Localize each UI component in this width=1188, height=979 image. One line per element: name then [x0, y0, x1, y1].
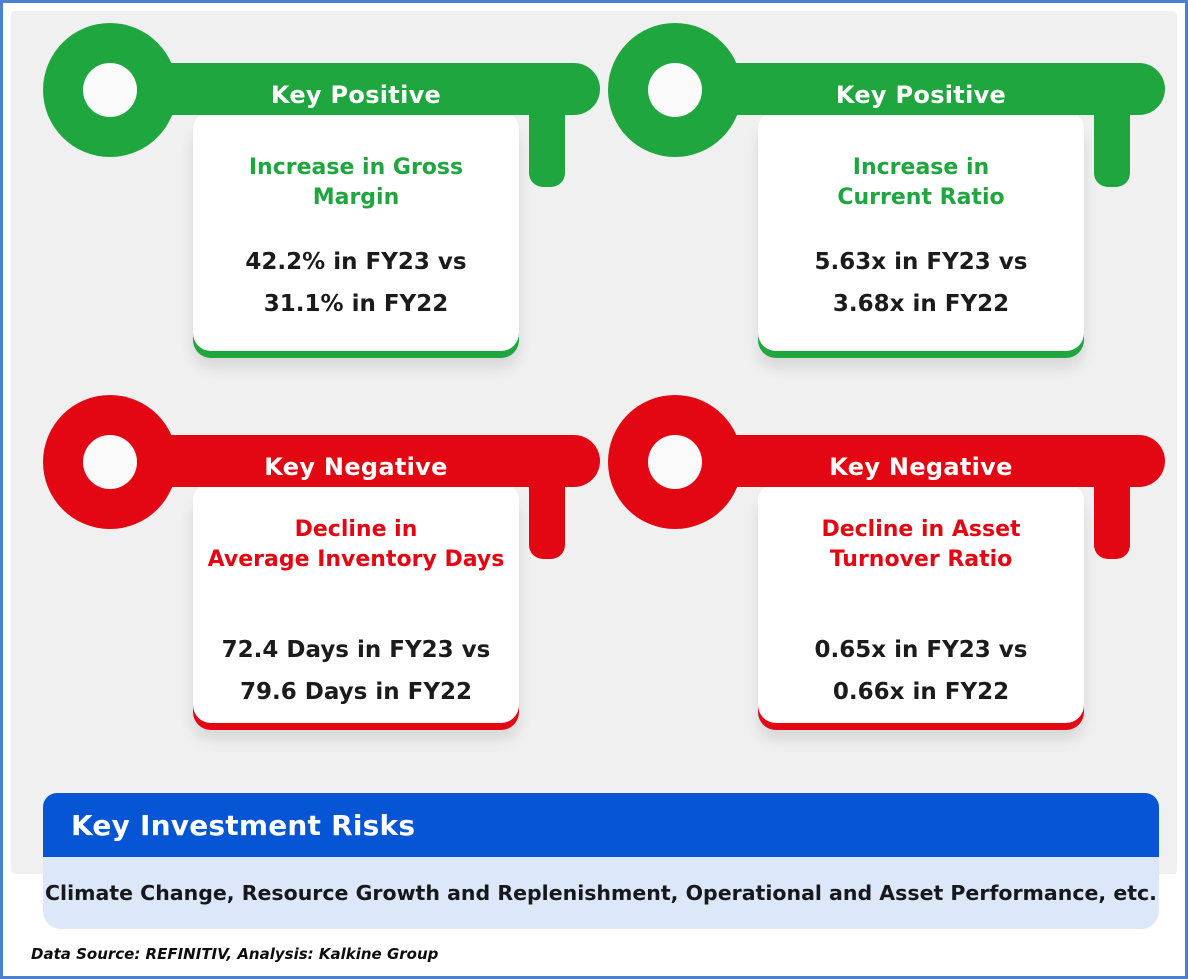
key-card-asset-turnover: Key Negative Decline in Asset Turnover R…	[608, 395, 1173, 740]
metric-title: Decline in Asset Turnover Ratio	[821, 515, 1020, 574]
key-bow-icon	[608, 23, 742, 157]
metric-value-line: 3.68x in FY22	[832, 290, 1010, 317]
metric-card: Increase in Gross Margin 42.2% in FY23 v…	[193, 111, 519, 351]
key-shaft	[103, 63, 600, 115]
metric-title-line: Average Inventory Days	[207, 546, 505, 572]
risks-banner: Key Investment Risks	[43, 793, 1159, 857]
key-label: Key Positive	[270, 81, 442, 109]
risks-strip: Climate Change, Resource Growth and Repl…	[43, 857, 1159, 929]
metric-card: Decline in Average Inventory Days 72.4 D…	[193, 483, 519, 723]
key-bow-hole	[648, 63, 702, 117]
metric-title: Decline in Average Inventory Days	[208, 515, 505, 574]
metric-values: 42.2% in FY23 vs 31.1% in FY22	[245, 242, 466, 325]
key-bow-icon	[608, 395, 742, 529]
metric-title-line: Increase in	[852, 155, 990, 180]
key-card-gross-margin: Key Positive Increase in Gross Margin 42…	[43, 23, 608, 368]
metric-values: 0.65x in FY23 vs 0.66x in FY22	[815, 630, 1028, 713]
key-card-inventory-days: Key Negative Decline in Average Inventor…	[43, 395, 608, 740]
key-bow-hole	[83, 435, 137, 489]
metric-title: Increase in Current Ratio	[837, 153, 1004, 212]
key-bow-icon	[43, 23, 177, 157]
key-shaft	[668, 63, 1165, 115]
metric-value-line: 79.6 Days in FY22	[240, 678, 472, 705]
metric-value-line: 72.4 Days in FY23 vs	[221, 637, 491, 664]
metric-values: 72.4 Days in FY23 vs 79.6 Days in FY22	[222, 630, 491, 713]
risks-banner-title: Key Investment Risks	[71, 808, 416, 842]
key-bow-hole	[83, 63, 137, 117]
metric-value-line: 5.63x in FY23 vs	[814, 249, 1028, 276]
key-bow-hole	[648, 435, 702, 489]
risks-text: Climate Change, Resource Growth and Repl…	[45, 881, 1157, 905]
metric-card: Increase in Current Ratio 5.63x in FY23 …	[758, 111, 1084, 351]
key-tooth	[529, 103, 565, 187]
metric-value-line: 31.1% in FY22	[263, 290, 449, 317]
key-label: Key Positive	[835, 81, 1007, 109]
key-tooth	[529, 475, 565, 559]
metric-value-line: 0.65x in FY23 vs	[814, 637, 1028, 664]
key-bow-icon	[43, 395, 177, 529]
key-shaft	[103, 435, 600, 487]
metric-title-line: Margin	[312, 184, 400, 210]
key-card-current-ratio: Key Positive Increase in Current Ratio 5…	[608, 23, 1173, 368]
key-tooth	[1094, 475, 1130, 559]
data-source-note: Data Source: REFINITIV, Analysis: Kalkin…	[31, 945, 439, 963]
key-shaft	[668, 435, 1165, 487]
metric-value-line: 42.2% in FY23 vs	[245, 249, 467, 276]
metric-value-line: 0.66x in FY22	[832, 678, 1010, 705]
metric-title-line: Decline in	[294, 517, 418, 542]
metric-title-line: Decline in Asset	[821, 517, 1021, 542]
metric-title-line: Increase in Gross	[248, 155, 464, 180]
key-tooth	[1094, 103, 1130, 187]
metric-title-line: Current Ratio	[837, 184, 1005, 210]
metric-values: 5.63x in FY23 vs 3.68x in FY22	[815, 242, 1028, 325]
metric-title: Increase in Gross Margin	[249, 153, 463, 212]
metric-card: Decline in Asset Turnover Ratio 0.65x in…	[758, 483, 1084, 723]
key-label: Key Negative	[829, 453, 1013, 481]
metric-title-line: Turnover Ratio	[829, 546, 1013, 572]
key-label: Key Negative	[264, 453, 448, 481]
